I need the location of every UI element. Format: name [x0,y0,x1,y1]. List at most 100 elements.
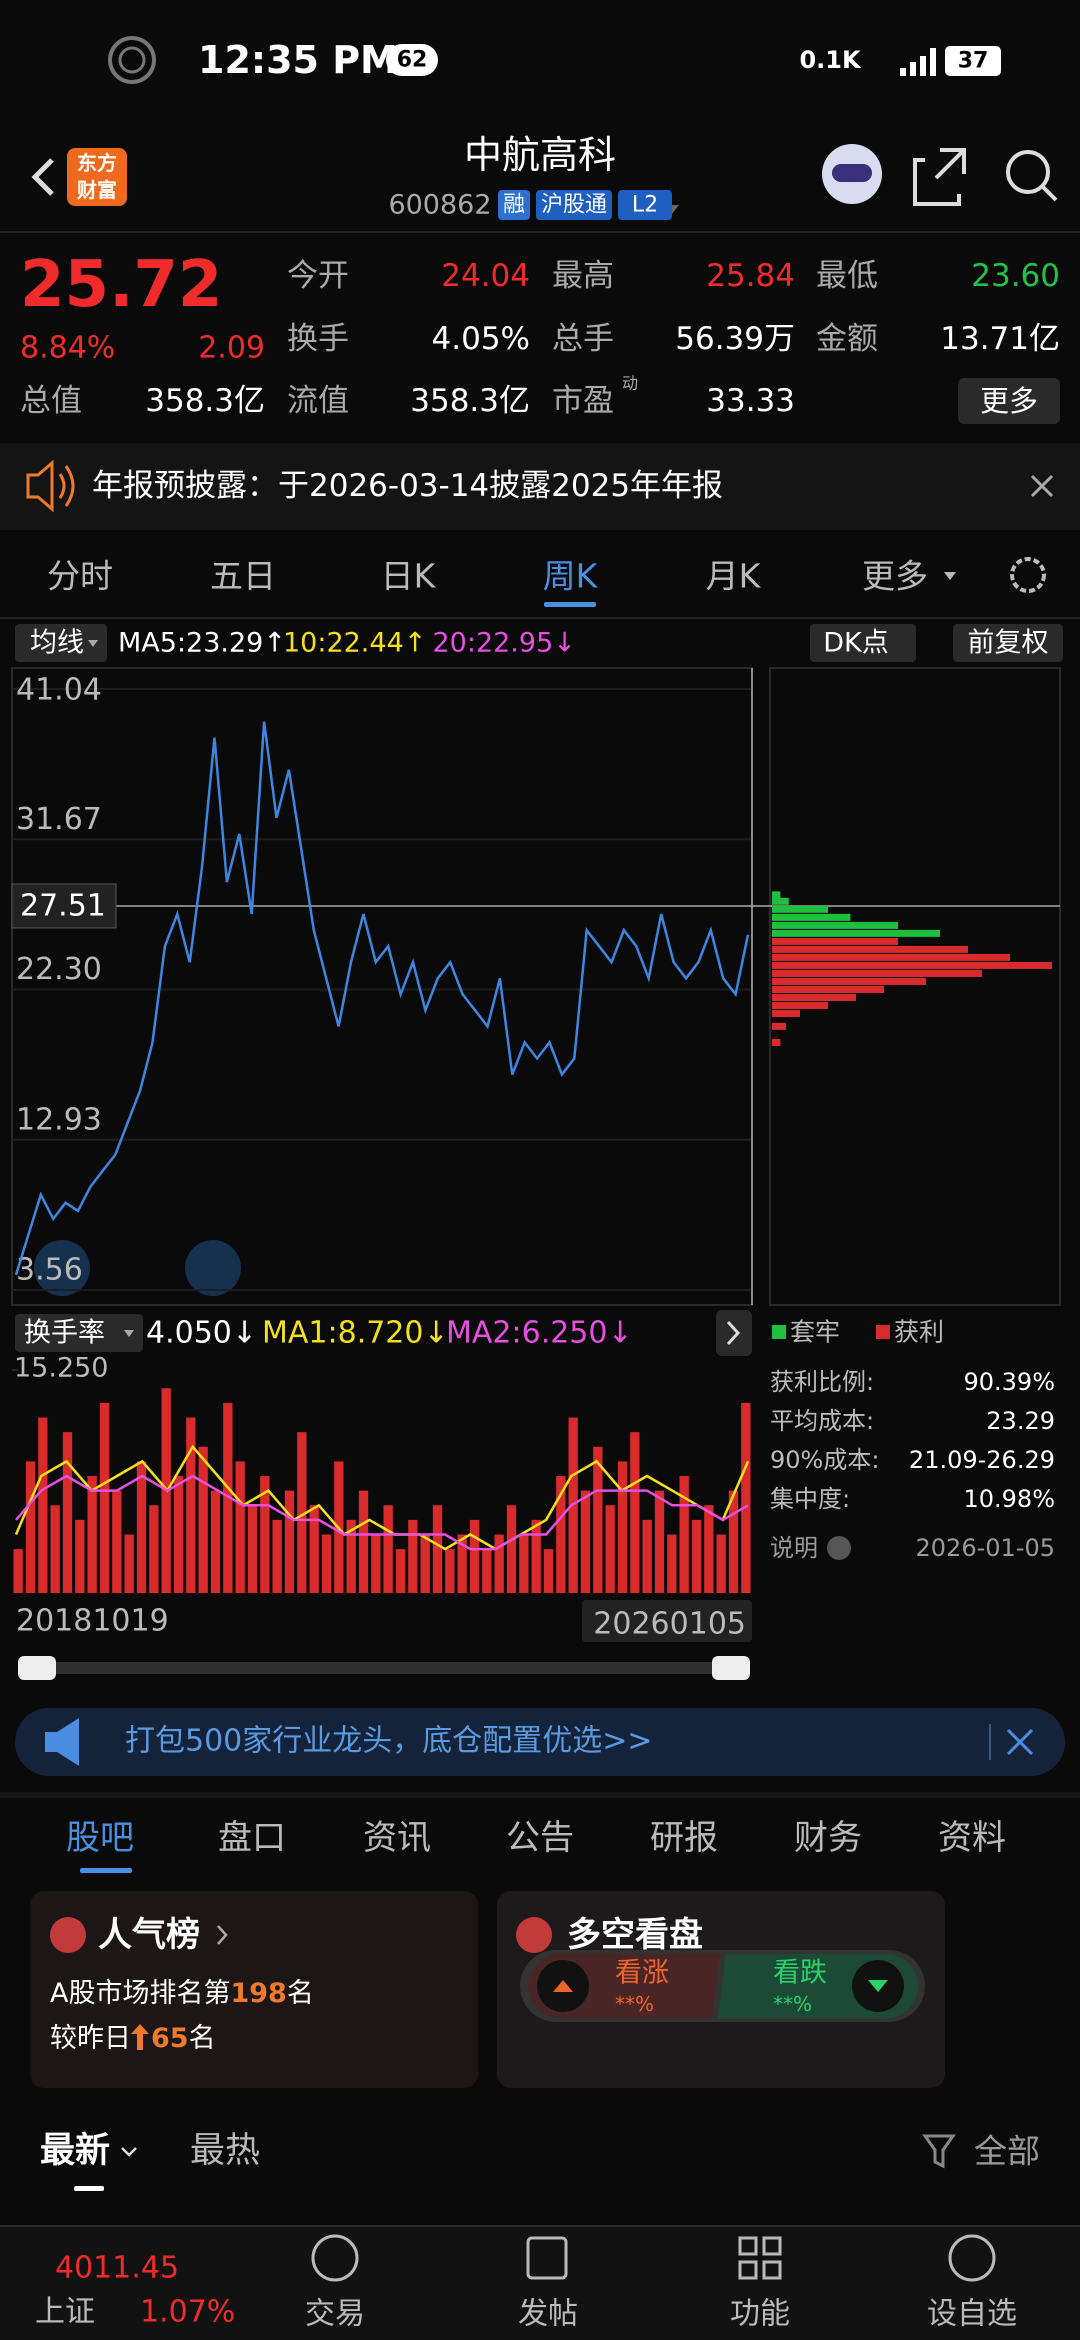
zoom-button[interactable] [185,1240,241,1296]
next-indicator[interactable] [716,1310,752,1356]
volume-bar [741,1402,751,1593]
feed-tab[interactable]: 最热 [190,2131,260,2171]
volume-bar [260,1476,270,1593]
field-value: 24.04 [441,258,530,294]
tag [498,190,530,220]
vote-up-label[interactable]: 看涨 [615,1958,669,1989]
volume-bar [210,1490,221,1593]
dk-button[interactable] [810,624,916,662]
rank-suffix: 名 [287,1978,314,2009]
stat-value: 10.98% [963,1485,1055,1513]
nav-item[interactable]: 交易 [305,2297,365,2332]
field-label: 金额 [816,321,878,357]
ad-banner[interactable] [15,1708,1065,1776]
section-tab[interactable]: 股吧 [66,1818,134,1858]
tab[interactable]: 更多 [862,557,928,596]
stock-code: 600862 [388,190,491,221]
nav-item[interactable]: 设自选 [927,2297,1017,2332]
ma2-line [15,1474,749,1551]
volume-bar [519,1534,529,1593]
tab[interactable]: 五日 [210,557,276,596]
adjust-text[interactable]: 前复权 [968,628,1049,659]
indicator-button[interactable] [15,624,107,662]
battery-level: 37 [958,49,989,74]
volume-bar [346,1519,356,1593]
section-tab[interactable]: 财务 [794,1818,862,1858]
more-text[interactable]: 更多 [980,384,1038,418]
watch-icon[interactable] [948,2234,996,2282]
share-icon[interactable] [913,148,966,206]
ad-text[interactable]: 打包500家行业龙头，底仓配置优选>> [125,1724,653,1759]
section-tab[interactable]: 研报 [650,1818,718,1858]
search-icon[interactable] [1006,150,1050,194]
volume-bar [691,1519,702,1593]
tab[interactable]: 分时 [47,557,113,596]
date-box [582,1600,752,1642]
tab[interactable]: 周K [543,557,599,596]
indicator-button[interactable] [15,1314,143,1352]
index-name: 上证 [35,2295,95,2330]
dropdown [88,640,98,647]
volume-bar [494,1534,504,1593]
scroll-handle[interactable] [712,1656,750,1680]
ma-legend: 10:22.44↑ [283,628,426,659]
adjust-button[interactable] [953,624,1063,662]
volume-bar [531,1519,541,1593]
volume-bar [642,1519,652,1593]
nav-item[interactable]: 功能 [730,2297,790,2332]
speaker-icon [26,459,75,513]
section-tab[interactable]: 资讯 [363,1818,431,1858]
field-label: 最高 [552,258,614,294]
vote-down-label[interactable]: 看跌 [773,1958,827,1989]
more-button[interactable] [958,378,1060,424]
volume-bar [136,1461,147,1593]
indicator-name[interactable]: 换手率 [24,1318,105,1349]
section-tab[interactable]: 资料 [938,1818,1006,1858]
feed-tab[interactable]: 最新 [40,2131,110,2171]
trade-icon[interactable] [311,2234,359,2282]
volume-bar [704,1505,714,1593]
back-button[interactable] [31,158,54,196]
post-icon[interactable] [526,2236,568,2280]
tab[interactable]: 月K [706,557,762,596]
crosshair-box [11,883,117,929]
volume-bar [482,1549,492,1593]
dropdown [944,572,956,580]
function-icon[interactable] [738,2236,782,2280]
feed-underline [74,2186,104,2191]
volume-bar [605,1505,615,1593]
expand-button[interactable] [34,1240,90,1296]
chip-bar [772,986,884,993]
note[interactable]: 说明 [770,1534,818,1562]
tab[interactable]: 日K [381,557,437,596]
volume-bar [371,1534,381,1593]
price-line [14,721,750,1276]
filter-icon[interactable] [922,2134,956,2169]
close-notice[interactable] [1030,474,1054,498]
chip-date: 2026-01-05 [916,1534,1055,1562]
change: 2.09 [198,331,265,366]
filter-text[interactable]: 全部 [974,2132,1040,2171]
dropdown [124,1330,134,1337]
scroll-handle[interactable] [18,1656,56,1680]
volume-bar [297,1432,307,1593]
volume-bar [593,1446,603,1593]
down-arrow [868,1980,888,1992]
legend-swatch [772,1325,786,1339]
y-tick-label: 12.93 [16,1102,102,1137]
volume-bar [506,1505,517,1593]
close-ad[interactable] [1006,1728,1034,1756]
volume-bar [247,1505,258,1593]
section-tab[interactable]: 盘口 [218,1818,286,1858]
volume-bar [543,1549,554,1593]
field-value: 23.60 [971,258,1060,294]
volume-bar [679,1476,689,1593]
nav-item[interactable]: 发帖 [518,2297,578,2332]
settings-icon[interactable] [1010,557,1046,593]
section-tab[interactable]: 公告 [506,1818,574,1858]
dk-text[interactable]: DK点 [823,628,889,659]
legend-text: 获利 [894,1318,944,1347]
stat-label: 平均成本: [770,1407,874,1435]
stock-name: 中航高科 [464,133,616,177]
indicator-name[interactable]: 均线 [30,628,84,659]
